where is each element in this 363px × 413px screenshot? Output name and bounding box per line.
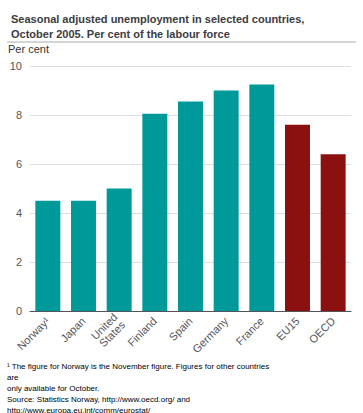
svg-text:0: 0 — [16, 305, 22, 317]
svg-text:Germany: Germany — [190, 314, 231, 355]
svg-text:Source: Statistics Norway, htt: Source: Statistics Norway, http://www.oe… — [7, 395, 190, 404]
svg-text:United: United — [88, 310, 120, 342]
svg-text:only available for October.: only available for October. — [7, 384, 100, 393]
svg-text:States: States — [97, 318, 128, 349]
svg-text:4: 4 — [16, 207, 22, 219]
svg-text:OECD: OECD — [306, 315, 337, 346]
svg-text:Spain: Spain — [166, 315, 194, 343]
svg-text:EU15: EU15 — [274, 315, 302, 343]
svg-text:Norway¹: Norway¹ — [15, 315, 53, 353]
svg-text:10: 10 — [10, 60, 22, 72]
svg-text:Japan: Japan — [58, 315, 88, 345]
svg-text:2: 2 — [16, 256, 22, 268]
svg-text:¹ The figure for Norway is the: ¹ The figure for Norway is the November … — [7, 362, 271, 371]
svg-text:8: 8 — [16, 109, 22, 121]
svg-text:Finland: Finland — [125, 315, 159, 349]
svg-text:Seasonal adjusted unemployment: Seasonal adjusted unemployment in select… — [11, 13, 304, 25]
svg-text:France: France — [233, 315, 266, 348]
svg-text:6: 6 — [16, 158, 22, 170]
svg-text:October 2005. Per cent of the: October 2005. Per cent of the labour for… — [11, 28, 230, 40]
svg-text:http://www.europa.eu.int/comm/: http://www.europa.eu.int/comm/eurostat/ — [7, 406, 151, 413]
svg-text:Per cent: Per cent — [8, 43, 49, 55]
svg-text:are: are — [7, 373, 19, 382]
